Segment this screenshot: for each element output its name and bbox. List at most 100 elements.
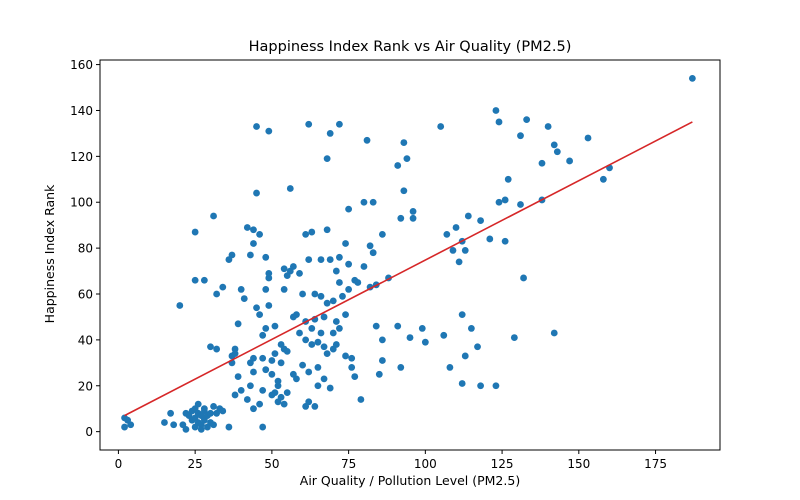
data-point xyxy=(296,329,303,337)
data-point xyxy=(351,373,359,380)
data-point xyxy=(259,386,267,394)
data-point xyxy=(363,136,371,144)
data-point xyxy=(197,425,205,433)
x-tick-label: 175 xyxy=(644,457,667,471)
data-point xyxy=(262,366,270,374)
y-tick-label: 100 xyxy=(70,196,93,210)
data-point xyxy=(336,325,343,332)
data-point xyxy=(517,132,524,140)
data-point xyxy=(314,338,322,346)
data-point xyxy=(421,338,429,346)
data-point xyxy=(504,175,512,183)
data-point xyxy=(332,341,340,348)
data-point xyxy=(234,320,242,328)
data-point xyxy=(299,290,306,298)
data-point xyxy=(265,302,273,309)
data-point xyxy=(345,286,353,293)
data-point xyxy=(250,368,257,376)
data-point xyxy=(320,313,328,321)
data-point xyxy=(397,214,405,222)
data-point xyxy=(345,260,353,268)
data-point xyxy=(329,297,337,305)
chart-title: Happiness Index Rank vs Air Quality (PM2… xyxy=(249,39,572,55)
data-point xyxy=(323,226,331,234)
data-point xyxy=(250,405,257,413)
data-point xyxy=(246,251,254,259)
data-point xyxy=(256,400,264,408)
data-point xyxy=(394,322,402,330)
data-point xyxy=(311,403,319,410)
data-point xyxy=(342,240,349,247)
y-tick-label: 80 xyxy=(78,242,93,256)
data-point xyxy=(566,157,574,165)
data-point xyxy=(403,155,411,163)
data-point xyxy=(458,311,466,319)
data-point xyxy=(520,274,527,282)
data-point xyxy=(262,253,270,261)
y-tick-label: 40 xyxy=(78,333,93,347)
data-point xyxy=(501,196,509,204)
data-point xyxy=(394,162,402,169)
data-point xyxy=(360,198,368,206)
data-point xyxy=(449,247,457,254)
data-point xyxy=(467,325,475,332)
data-point xyxy=(486,235,494,243)
data-point xyxy=(409,214,417,222)
data-point xyxy=(262,286,270,293)
data-point xyxy=(256,311,264,319)
data-point xyxy=(259,423,267,431)
data-point xyxy=(127,421,135,429)
data-point xyxy=(302,336,310,344)
data-point xyxy=(271,350,279,358)
data-point xyxy=(523,116,531,124)
data-point xyxy=(464,212,472,220)
data-point xyxy=(305,398,313,406)
data-point xyxy=(231,350,239,358)
data-point xyxy=(326,256,334,263)
data-point xyxy=(553,148,561,156)
axes-frame xyxy=(99,59,721,451)
data-point xyxy=(305,368,313,376)
data-point xyxy=(495,118,503,126)
data-point xyxy=(446,364,454,371)
data-point xyxy=(308,341,316,348)
data-point xyxy=(237,286,245,293)
data-point xyxy=(492,382,500,390)
data-point xyxy=(253,189,260,197)
data-point xyxy=(240,295,248,302)
data-point xyxy=(336,279,343,286)
data-point xyxy=(510,334,518,341)
data-point xyxy=(228,251,236,259)
data-point xyxy=(283,389,291,397)
data-point xyxy=(253,304,260,312)
data-point xyxy=(461,352,469,360)
y-tick-label: 0 xyxy=(85,425,93,439)
x-tick-label: 25 xyxy=(188,457,203,471)
data-point xyxy=(329,329,337,337)
y-tick-label: 20 xyxy=(78,379,93,393)
data-point xyxy=(323,350,331,358)
data-points xyxy=(121,74,696,433)
data-point xyxy=(161,419,168,426)
data-point xyxy=(348,364,356,371)
data-point xyxy=(271,389,279,397)
data-point xyxy=(289,263,297,270)
data-point xyxy=(443,230,451,238)
data-point xyxy=(293,375,300,383)
data-point xyxy=(231,391,239,399)
data-point xyxy=(477,217,484,224)
data-point xyxy=(348,354,356,362)
data-point xyxy=(207,343,214,351)
data-point xyxy=(210,212,217,220)
data-point xyxy=(167,409,174,417)
data-point xyxy=(191,276,199,284)
data-point xyxy=(599,175,607,183)
data-point xyxy=(317,329,325,337)
data-point xyxy=(369,198,377,206)
data-point xyxy=(409,208,417,215)
y-tick-label: 60 xyxy=(78,288,93,302)
data-point xyxy=(584,134,592,142)
data-point xyxy=(259,354,267,362)
